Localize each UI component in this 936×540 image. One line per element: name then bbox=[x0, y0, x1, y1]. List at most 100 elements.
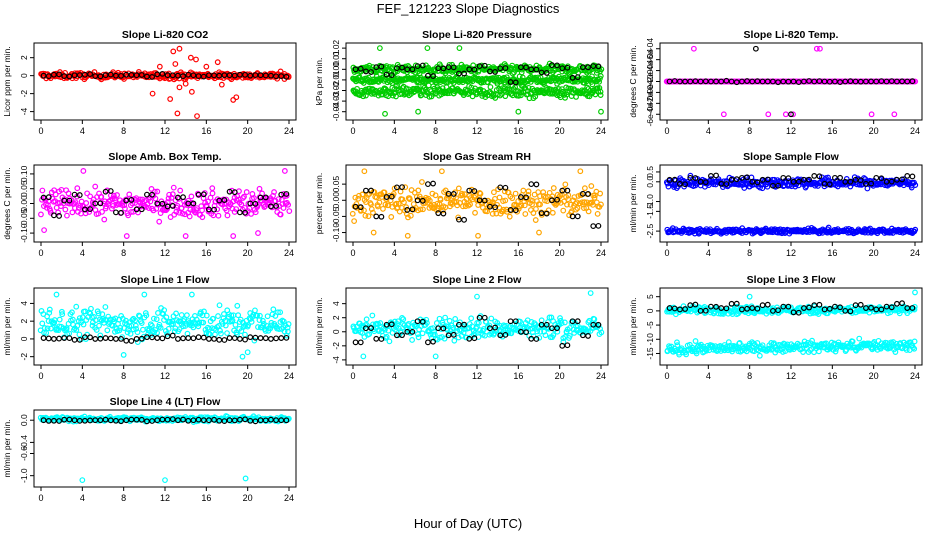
slope-li-820-co2-data-point bbox=[185, 71, 192, 78]
slope-gas-stream-rh-data-point bbox=[431, 201, 438, 208]
slope-sample-flow-x-tick-label: 24 bbox=[910, 248, 920, 258]
slope-li-820-co2-data-point bbox=[66, 73, 73, 80]
slope-line-1-flow-y-tick-label: 2 bbox=[19, 319, 29, 324]
slope-li-820-pressure-x-tick-label: 8 bbox=[433, 126, 438, 136]
slope-amb-box-temp-data-point bbox=[143, 204, 150, 210]
slope-li-820-co2-y-tick-label: -4 bbox=[19, 108, 29, 116]
slope-line-1-flow-data-point bbox=[128, 338, 135, 344]
slope-amb-box-temp-data-point bbox=[45, 194, 52, 201]
slope-line-2-flow-data-point bbox=[373, 335, 380, 342]
slope-gas-stream-rh-data-point bbox=[395, 200, 402, 207]
slope-amb-box-temp-data-point bbox=[190, 200, 197, 207]
slope-line-1-flow-x-tick-label: 12 bbox=[160, 371, 170, 381]
slope-line-1-flow-data-point bbox=[188, 291, 195, 298]
slope-gas-stream-rh-data-point bbox=[594, 210, 601, 217]
slope-line-2-flow-data-point bbox=[419, 330, 426, 337]
slope-gas-stream-rh-data-point bbox=[351, 218, 358, 224]
slope-amb-box-temp-data-point bbox=[121, 202, 128, 209]
slope-li-820-co2-data-point bbox=[97, 73, 104, 80]
slope-line-1-flow-data-point bbox=[226, 335, 233, 341]
slope-li-820-temp-x-tick-label: 16 bbox=[827, 126, 837, 136]
slope-amb-box-temp-data-point bbox=[84, 190, 91, 197]
slope-li-820-temp-data-point bbox=[720, 111, 727, 118]
slope-amb-box-temp-data-point bbox=[118, 209, 124, 216]
slope-line-2-flow-y-tick-label: 0 bbox=[331, 329, 341, 334]
slope-gas-stream-rh-data-point bbox=[368, 187, 374, 194]
slope-gas-stream-rh-data-point bbox=[466, 187, 473, 194]
slope-line-4-lt-flow-x-tick-label: 4 bbox=[80, 493, 85, 503]
slope-amb-box-temp-data-point bbox=[125, 212, 132, 219]
slope-line-1-flow-data-point bbox=[102, 335, 109, 341]
slope-gas-stream-rh-data-point bbox=[472, 209, 478, 216]
slope-amb-box-temp-data-point bbox=[38, 211, 44, 218]
slope-line-3-flow-x-tick-label: 0 bbox=[664, 371, 669, 381]
slope-li-820-pressure-data-point bbox=[450, 64, 457, 71]
slope-gas-stream-rh-data-point bbox=[467, 201, 473, 208]
slope-line-3-flow-data-point bbox=[692, 338, 699, 344]
slope-line-1-flow-data-point bbox=[40, 335, 47, 341]
slope-li-820-pressure-data-point bbox=[428, 93, 435, 100]
slope-li-820-pressure-data-point bbox=[414, 63, 421, 70]
slope-gas-stream-rh-y-tick-label: -0.05 bbox=[331, 206, 341, 226]
slope-line-1-flow-data-point bbox=[237, 336, 243, 342]
slope-li-820-temp-data-point bbox=[790, 78, 797, 85]
slope-gas-stream-rh-data-point bbox=[402, 184, 409, 191]
slope-li-820-pressure-data-point bbox=[597, 88, 604, 95]
slope-line-1-flow-data-point bbox=[180, 335, 186, 342]
slope-li-820-pressure-data-point bbox=[415, 108, 422, 115]
slope-li-820-pressure-data-point bbox=[543, 70, 550, 76]
slope-line-1-flow-data-point bbox=[175, 336, 181, 342]
slope-li-820-pressure-points bbox=[350, 45, 605, 117]
slope-line-2-flow-y-tick-label: -4 bbox=[331, 356, 341, 364]
slope-line-1-flow-x-tick-label: 0 bbox=[38, 371, 43, 381]
slope-li-820-pressure-y-tick-label: -0.04 bbox=[331, 102, 341, 122]
slope-amb-box-temp-data-point bbox=[221, 197, 228, 203]
slope-line-4-lt-flow-y-tick-label: -0.4 bbox=[19, 435, 29, 450]
slope-li-820-co2-data-point bbox=[218, 81, 225, 88]
slope-amb-box-temp-data-point bbox=[56, 213, 62, 219]
slope-li-820-co2-data-point bbox=[174, 110, 181, 117]
slope-amb-box-temp-data-point bbox=[243, 189, 250, 195]
slope-li-820-pressure-data-point bbox=[569, 74, 576, 81]
slope-line-2-flow-x-tick-label: 8 bbox=[433, 371, 438, 381]
slope-gas-stream-rh-data-point bbox=[590, 223, 597, 229]
slope-sample-flow-data-point bbox=[825, 174, 831, 181]
slope-li-820-co2-y-tick-label: 2 bbox=[19, 55, 29, 60]
slope-line-1-flow-data-point bbox=[71, 336, 78, 343]
slope-line-2-flow-data-point bbox=[360, 353, 367, 360]
slope-line-2-flow-data-point bbox=[433, 320, 440, 326]
slope-amb-box-temp-data-point bbox=[275, 196, 282, 203]
slope-li-820-pressure-data-point bbox=[373, 64, 380, 71]
slope-amb-box-temp-data-point bbox=[87, 193, 94, 200]
slope-amb-box-temp-data-point bbox=[80, 203, 87, 210]
slope-amb-box-temp-data-point bbox=[251, 195, 257, 201]
slope-gas-stream-rh-data-point bbox=[506, 213, 513, 220]
slope-line-2-flow-data-point bbox=[468, 315, 475, 322]
slope-li-820-pressure-data-point bbox=[363, 92, 369, 99]
slope-li-820-co2-data-point bbox=[56, 71, 62, 78]
slope-li-820-co2-data-point bbox=[242, 71, 248, 78]
slope-gas-stream-rh-data-point bbox=[404, 232, 411, 239]
slope-amb-box-temp-data-point bbox=[280, 205, 287, 211]
slope-amb-box-temp-data-point bbox=[277, 211, 284, 218]
slope-li-820-pressure-data-point bbox=[533, 66, 540, 73]
slope-gas-stream-rh-data-point bbox=[574, 213, 581, 220]
slope-sample-flow-data-point bbox=[837, 174, 843, 181]
slope-li-820-temp-y-tick-label: -2e-04 bbox=[645, 80, 655, 105]
slope-gas-stream-rh-data-point bbox=[363, 187, 369, 194]
slope-gas-stream-rh-points bbox=[349, 168, 604, 239]
slope-gas-stream-rh-data-point bbox=[376, 199, 383, 206]
slope-gas-stream-rh-data-point bbox=[475, 232, 481, 239]
slope-li-820-temp-data-point bbox=[909, 78, 916, 85]
slope-line-1-flow-x-tick-label: 8 bbox=[121, 371, 126, 381]
slope-gas-stream-rh-data-point bbox=[512, 190, 519, 197]
slope-amb-box-temp-data-point bbox=[214, 206, 221, 213]
slope-line-1-flow-title: Slope Line 1 Flow bbox=[121, 274, 211, 286]
slope-li-820-co2-x-tick-label: 0 bbox=[38, 126, 43, 136]
slope-li-820-temp-x-tick-label: 8 bbox=[747, 126, 752, 136]
slope-li-820-co2-data-point bbox=[193, 56, 199, 63]
slope-amb-box-temp-data-point bbox=[211, 206, 217, 213]
slope-amb-box-temp-data-point bbox=[92, 183, 99, 190]
slope-gas-stream-rh-data-point bbox=[573, 199, 580, 206]
